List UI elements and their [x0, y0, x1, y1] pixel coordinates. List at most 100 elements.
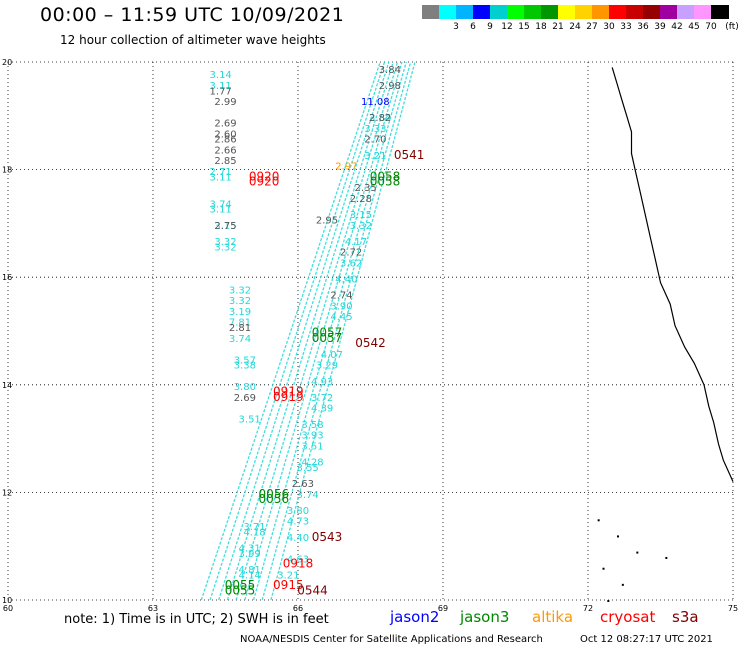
- pass-time-label: 0055: [225, 584, 256, 598]
- color-swatch: [660, 5, 678, 19]
- swh-label: 4.63: [287, 554, 309, 565]
- swh-label: 1.77: [210, 86, 232, 97]
- swh-label: 3.57: [234, 355, 256, 366]
- swh-label: 3.55: [297, 463, 319, 474]
- pass-time-label: 0055: [225, 578, 256, 592]
- swh-label: 4.14: [239, 570, 261, 581]
- swh-label: 3.14: [210, 70, 232, 81]
- color-swatch: [575, 5, 593, 19]
- page-title: 00:00 – 11:59 UTC 10/09/2021: [40, 4, 345, 26]
- swh-label: 2.98: [379, 81, 401, 92]
- swh-label: 2.75: [214, 221, 236, 232]
- satellite-track: [244, 61, 403, 601]
- swh-label: 4.40: [287, 533, 309, 544]
- swh-label: 2.60: [214, 129, 236, 140]
- color-swatch: [422, 5, 440, 19]
- swh-label: 2.63: [292, 479, 314, 490]
- pass-time-label: 0543: [312, 530, 343, 544]
- timestamp: Oct 12 08:27:17 UTC 2021: [580, 634, 713, 645]
- swh-label: 4.07: [321, 350, 343, 361]
- swh-label: 3.11: [210, 205, 232, 216]
- swh-label: 2.66: [214, 145, 236, 156]
- lon-tick-label: 75: [728, 604, 738, 613]
- swh-label: 3.80: [287, 506, 309, 517]
- lon-tick-label: 66: [293, 604, 303, 613]
- satellite-track: [270, 61, 416, 601]
- color-swatch: [609, 5, 627, 19]
- swh-label: 4.45: [330, 312, 352, 323]
- swh-label: 3.74: [297, 490, 319, 501]
- swh-label: 2.35: [355, 183, 377, 194]
- swh-label: 3.38: [234, 361, 256, 372]
- pass-time-label: 0920: [249, 169, 280, 183]
- swh-label: 2.99: [214, 97, 236, 108]
- pass-time-label: 0057: [312, 325, 343, 339]
- legend-s3a: s3a: [672, 608, 699, 626]
- swh-label: 3.74: [210, 199, 232, 210]
- swh-label: 3.11: [210, 172, 232, 183]
- swh-label: 3.51: [239, 414, 261, 425]
- swh-label: 3.29: [316, 361, 338, 372]
- color-swatch-label: 3: [453, 22, 459, 32]
- color-swatch-label: 18: [535, 22, 547, 32]
- swh-label: 4.39: [311, 404, 333, 415]
- swh-label: 3.90: [330, 301, 352, 312]
- pass-time-label: 0915: [273, 578, 304, 592]
- swh-label: 3.71: [243, 522, 265, 533]
- island: [617, 535, 619, 538]
- satellite-track: [252, 61, 407, 601]
- swh-label: 3.11: [210, 81, 232, 92]
- color-swatch: [524, 5, 542, 19]
- swh-label: 2.74: [330, 291, 352, 302]
- color-swatch-label: 27: [586, 22, 598, 32]
- color-swatch-label: 24: [569, 22, 581, 32]
- swh-label: 4.17: [345, 237, 367, 248]
- swh-label: 3.74: [229, 334, 251, 345]
- pass-time-label: 0057: [312, 331, 343, 345]
- swh-label: 2.71: [210, 167, 232, 178]
- coastline-india-west: [611, 67, 734, 482]
- swh-label: 2.97: [335, 162, 357, 173]
- lat-tick-label: 16: [2, 273, 12, 282]
- color-swatch-label: 21: [552, 22, 564, 32]
- island: [597, 519, 600, 522]
- lat-tick-label: 12: [2, 488, 12, 497]
- swh-label: 2.95: [316, 215, 338, 226]
- legend-altika: altika: [532, 608, 574, 626]
- color-swatch: [677, 5, 695, 19]
- swh-label: 3.19: [229, 307, 251, 318]
- swh-label: 3.15: [350, 210, 372, 221]
- swh-label: 3.80: [234, 382, 256, 393]
- swh-label: 3.84: [379, 65, 401, 76]
- pass-time-label: 0918: [283, 557, 314, 571]
- swh-label: 3.32: [229, 285, 251, 296]
- swh-label: 2.28: [350, 194, 372, 205]
- color-swatch-label: 15: [518, 22, 530, 32]
- swh-label: 4.81: [239, 565, 261, 576]
- satellite-track: [226, 61, 394, 601]
- color-swatch: [558, 5, 576, 19]
- lat-tick-label: 10: [2, 596, 12, 605]
- color-swatch-label: 12: [501, 22, 513, 32]
- color-swatch: [439, 5, 457, 19]
- swh-label: 3.99: [239, 549, 261, 560]
- pass-time-label: 0058: [370, 175, 401, 189]
- color-swatch-label: 36: [637, 22, 649, 32]
- swh-label: 11.08: [361, 97, 390, 108]
- island: [636, 551, 639, 554]
- swh-label: 3.15: [214, 221, 236, 232]
- color-swatch-label: 39: [654, 22, 666, 32]
- lat-tick-label: 14: [2, 381, 12, 390]
- color-swatch-label: 45: [688, 22, 700, 32]
- color-scale-unit: (ft): [725, 22, 739, 32]
- legend-jason3: jason3: [460, 608, 510, 626]
- swh-label: 3.93: [301, 431, 323, 442]
- color-swatch-label: 33: [620, 22, 632, 32]
- island: [665, 556, 668, 559]
- swh-label: 2.86: [214, 135, 236, 146]
- swh-label: 2.69: [214, 119, 236, 130]
- swh-label: 3.72: [311, 393, 333, 404]
- swh-label: 4.73: [287, 517, 309, 528]
- island: [607, 600, 610, 602]
- lon-tick-label: 60: [3, 604, 13, 613]
